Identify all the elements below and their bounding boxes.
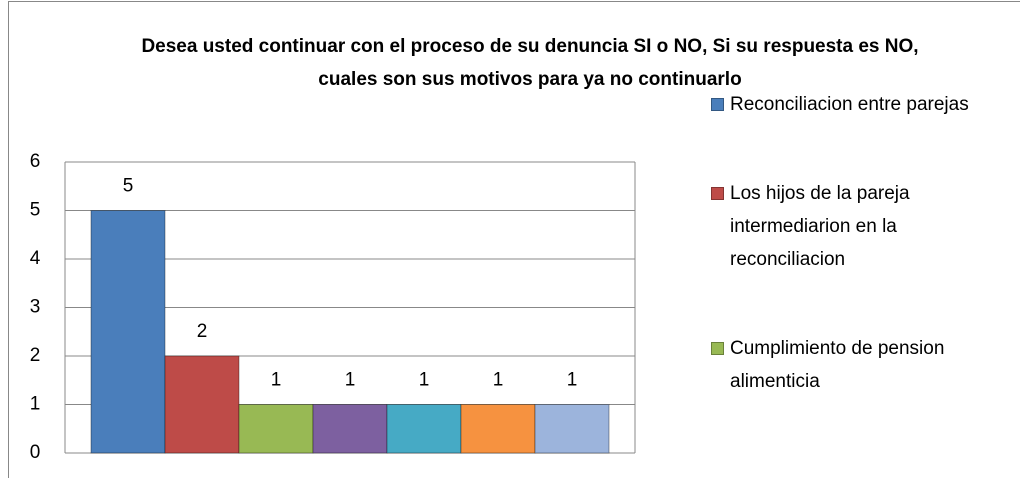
legend-label: Los hijos de la pareja intermediarion en… [730, 183, 910, 270]
y-tick-label: 2 [30, 345, 41, 366]
bar [386, 404, 462, 454]
y-tick-label: 6 [30, 151, 41, 172]
y-tick-label: 5 [30, 200, 41, 221]
data-label: 1 [567, 370, 578, 391]
data-label: 2 [197, 321, 208, 342]
legend: Reconciliacion entre parejas Los hijos de… [711, 88, 1011, 454]
data-label: 5 [123, 176, 134, 197]
chart-title: Desea usted continuar con el proceso de … [141, 36, 919, 90]
data-label: 1 [345, 370, 356, 391]
bar [164, 355, 240, 454]
legend-entry: Cumplimiento de pension alimenticia [711, 332, 1011, 398]
legend-label: Cumplimiento de pension alimenticia [730, 338, 945, 392]
y-tick-label: 4 [30, 248, 41, 269]
legend-swatch [711, 98, 724, 111]
data-label: 1 [271, 370, 282, 391]
bar [312, 404, 388, 454]
legend-entry: Los hijos de la pareja intermediarion en… [711, 177, 1011, 276]
data-label: 1 [493, 370, 504, 391]
legend-swatch [711, 187, 724, 200]
data-label: 1 [419, 370, 430, 391]
legend-swatch [711, 342, 724, 355]
bar [238, 404, 314, 454]
bar [90, 210, 166, 454]
legend-label: Reconciliacion entre parejas [730, 94, 969, 115]
chart-border [8, 1, 1020, 478]
bar [534, 404, 610, 454]
y-tick-label: 0 [30, 442, 41, 463]
y-tick-label: 1 [30, 394, 41, 415]
y-tick-label: 3 [30, 297, 41, 318]
legend-entry: Reconciliacion entre parejas [711, 88, 1011, 121]
bar [460, 404, 536, 454]
